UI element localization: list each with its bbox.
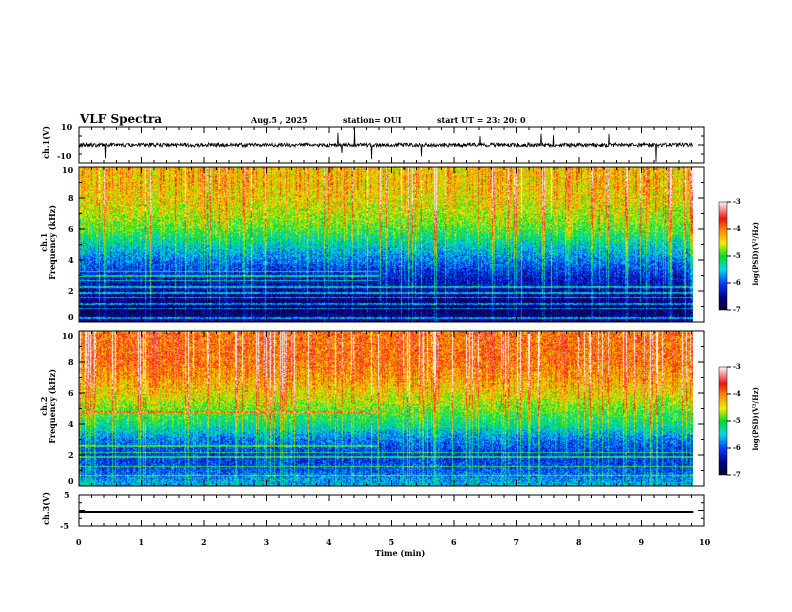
colorbar-tick-label: -4 bbox=[733, 389, 741, 398]
y-tick-label: 0 bbox=[68, 312, 74, 322]
colorbar-frame bbox=[718, 366, 728, 476]
colorbar-tick-label: -7 bbox=[733, 305, 741, 314]
date-label: Aug.5 , 2025 bbox=[251, 115, 308, 125]
y-tick-label: 0 bbox=[68, 476, 74, 486]
y-tick-label: 5 bbox=[64, 490, 70, 500]
colorbar-label: log(PSD)(V²/Hz) bbox=[751, 222, 760, 286]
x-axis-label: Time (min) bbox=[375, 548, 426, 558]
x-tick-label: 3 bbox=[263, 537, 270, 547]
x-tick-label: 6 bbox=[451, 537, 457, 547]
colorbar-tick-label: -7 bbox=[733, 470, 741, 479]
x-tick-label: 8 bbox=[576, 537, 582, 547]
y-tick-label: 6 bbox=[68, 224, 74, 234]
x-tick-label: 5 bbox=[388, 537, 395, 547]
y-axis-label: ch.1(V) bbox=[41, 126, 51, 159]
x-tick-label: 4 bbox=[326, 537, 332, 547]
y-tick-label: 4 bbox=[68, 419, 74, 429]
y-tick-label: 2 bbox=[68, 286, 74, 296]
y-axis-label: ch.3(V) bbox=[41, 492, 51, 525]
x-tick-label: 9 bbox=[638, 537, 645, 547]
y-tick-label: 2 bbox=[68, 450, 74, 460]
ch1-spectrogram bbox=[79, 167, 693, 322]
colorbar-frame bbox=[718, 201, 728, 311]
x-tick-label: 10 bbox=[699, 537, 711, 547]
colorbar-tick-label: -5 bbox=[733, 251, 741, 260]
x-tick-label: 0 bbox=[76, 537, 82, 547]
y-tick-label: 6 bbox=[68, 388, 74, 398]
colorbar-tick-label: -3 bbox=[733, 362, 741, 371]
y-tick-label: 10 bbox=[62, 165, 74, 175]
y-tick-label: 8 bbox=[68, 357, 74, 367]
ch2-colorbar bbox=[719, 367, 727, 475]
x-tick-label: 7 bbox=[513, 537, 520, 547]
x-tick-label: 2 bbox=[201, 537, 207, 547]
y-axis-label: ch.1 Frequency (kHz) bbox=[39, 205, 57, 280]
ch2-spectrogram bbox=[79, 331, 693, 486]
y-tick-label: 10 bbox=[62, 331, 74, 341]
colorbar-tick-label: -5 bbox=[733, 416, 741, 425]
colorbar-tick-label: -4 bbox=[733, 224, 741, 233]
y-tick-label: -5 bbox=[60, 521, 69, 531]
ch1-colorbar bbox=[719, 202, 727, 310]
y-tick-label: 8 bbox=[68, 193, 74, 203]
colorbar-tick-label: -6 bbox=[733, 443, 741, 452]
ch1-waveform-trace bbox=[78, 127, 694, 162]
panel-frame bbox=[78, 330, 705, 487]
y-tick-label: 10 bbox=[61, 122, 73, 132]
figure-title: VLF Spectra bbox=[80, 112, 163, 126]
y-tick-label: -10 bbox=[57, 151, 72, 161]
start-time-label: start UT = 23: 20: 0 bbox=[437, 115, 526, 125]
panel-frame bbox=[78, 166, 705, 323]
colorbar-tick-label: -3 bbox=[733, 197, 741, 206]
y-tick-label: 4 bbox=[68, 255, 74, 265]
station-label: station= OUI bbox=[343, 115, 402, 125]
y-axis-label: ch.2 Frequency (kHz) bbox=[39, 369, 57, 444]
colorbar-label: log(PSD)(V²/Hz) bbox=[751, 387, 760, 451]
colorbar-tick-label: -6 bbox=[733, 278, 741, 287]
x-tick-label: 1 bbox=[138, 537, 145, 547]
